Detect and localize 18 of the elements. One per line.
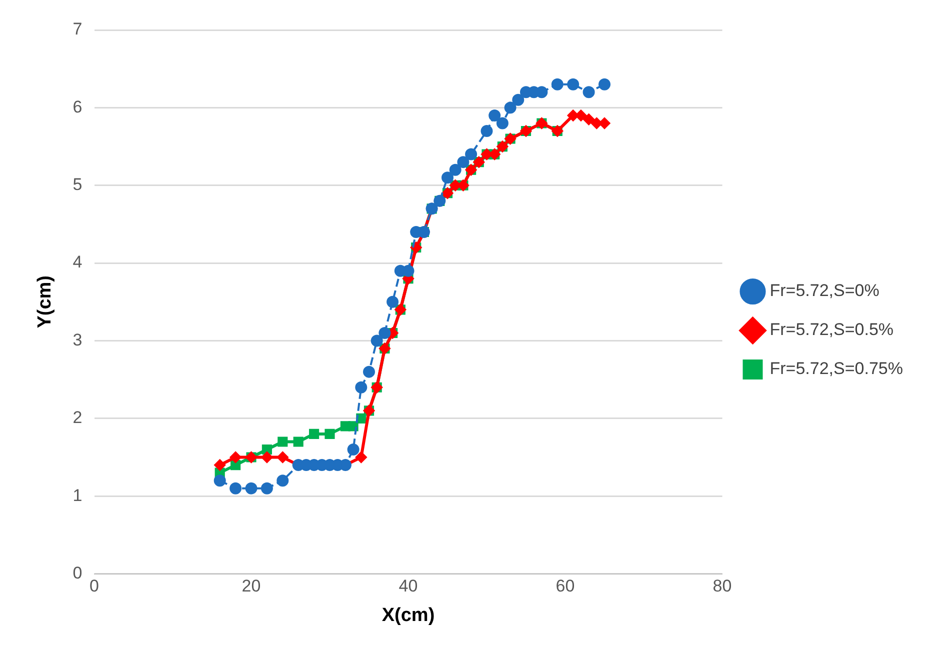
y-tick-label: 7: [72, 20, 82, 39]
legend-label: Fr=5.72,S=0.5%: [770, 320, 894, 340]
y-tick-label: 3: [72, 330, 82, 350]
x-tick-label: 0: [90, 576, 99, 596]
y-tick-label: 5: [72, 175, 82, 194]
y-tick-label: 2: [72, 408, 82, 428]
y-tick-label: 6: [72, 97, 82, 116]
y-tick-label: 0: [72, 563, 82, 582]
x-tick-label: 20: [242, 576, 261, 596]
y-tick-label: 1: [72, 486, 82, 505]
y-axis-title: Y(cm): [34, 276, 56, 328]
legend-label: Fr=5.72,S=0%: [770, 281, 880, 300]
x-tick-label: 60: [556, 576, 575, 596]
x-tick-label: 40: [398, 576, 418, 596]
x-axis-title: X(cm): [382, 604, 435, 626]
x-tick-label: 80: [712, 576, 732, 596]
legend-label: Fr=5.72,S=0.75%: [770, 359, 904, 378]
y-tick-label: 4: [72, 252, 82, 272]
